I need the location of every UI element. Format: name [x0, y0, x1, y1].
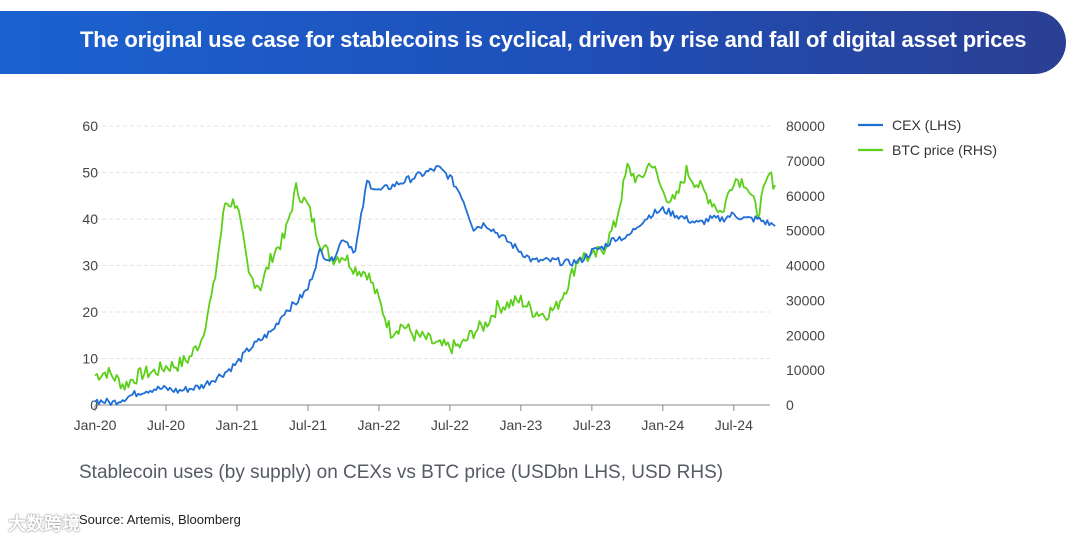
- legend-label: BTC price (RHS): [892, 142, 997, 158]
- y-left-tick-label: 60: [82, 118, 98, 134]
- y-left-tick-label: 50: [82, 165, 98, 181]
- plot-area: [94, 162, 776, 406]
- x-tick-label: Jul-23: [573, 417, 611, 433]
- x-tick-label: Jul-24: [715, 417, 753, 433]
- x-tick-label: Jul-22: [431, 417, 469, 433]
- y-left-tick-label: 20: [82, 304, 98, 320]
- x-tick-label: Jan-23: [499, 417, 542, 433]
- x-tick-label: Jan-20: [74, 417, 117, 433]
- legend-label: CEX (LHS): [892, 117, 961, 133]
- y-right-tick-label: 0: [786, 397, 794, 413]
- y-left-tick-label: 10: [82, 351, 98, 367]
- chart-caption: Stablecoin uses (by supply) on CEXs vs B…: [79, 462, 724, 483]
- y-right-tick-label: 30000: [786, 292, 825, 308]
- y-right-tick-label: 10000: [786, 362, 825, 378]
- y-left-tick-label: 30: [82, 258, 98, 274]
- source-note: Source: Artemis, Bloomberg: [79, 512, 241, 527]
- x-tick-label: Jan-21: [216, 417, 259, 433]
- x-tick-label: Jan-24: [641, 417, 684, 433]
- y-right-tick-label: 50000: [786, 223, 825, 239]
- series-line-cex: [94, 165, 776, 406]
- y-left-tick-label: 0: [90, 397, 98, 413]
- y-axis-right: 0 10000 20000 30000 40000 50000 60000 70000 8000…: [786, 118, 825, 413]
- series-line-btc-price: [94, 162, 776, 391]
- watermark: 大数跨境: [8, 514, 80, 534]
- y-axis-left: 0 10 20 30 40 50 60: [82, 118, 98, 413]
- y-right-tick-label: 70000: [786, 153, 825, 169]
- legend: CEX (LHS) BTC price (RHS): [858, 117, 997, 158]
- y-left-tick-label: 40: [82, 211, 98, 227]
- x-axis: Jan-20 Jul-20 Jan-21 Jul-21 Jan-22 Jul-22 Jan-…: [74, 404, 770, 433]
- y-right-tick-label: 20000: [786, 327, 825, 343]
- gridlines: [95, 125, 770, 406]
- y-right-tick-label: 60000: [786, 188, 825, 204]
- x-tick-label: Jan-22: [358, 417, 401, 433]
- x-tick-label: Jul-21: [289, 417, 327, 433]
- y-right-tick-label: 80000: [786, 118, 825, 134]
- y-right-tick-label: 40000: [786, 258, 825, 274]
- chart-title: The original use case for stablecoins is…: [80, 27, 1027, 52]
- x-tick-label: Jul-20: [147, 417, 185, 433]
- title-banner: The original use case for stablecoins is…: [0, 11, 1066, 74]
